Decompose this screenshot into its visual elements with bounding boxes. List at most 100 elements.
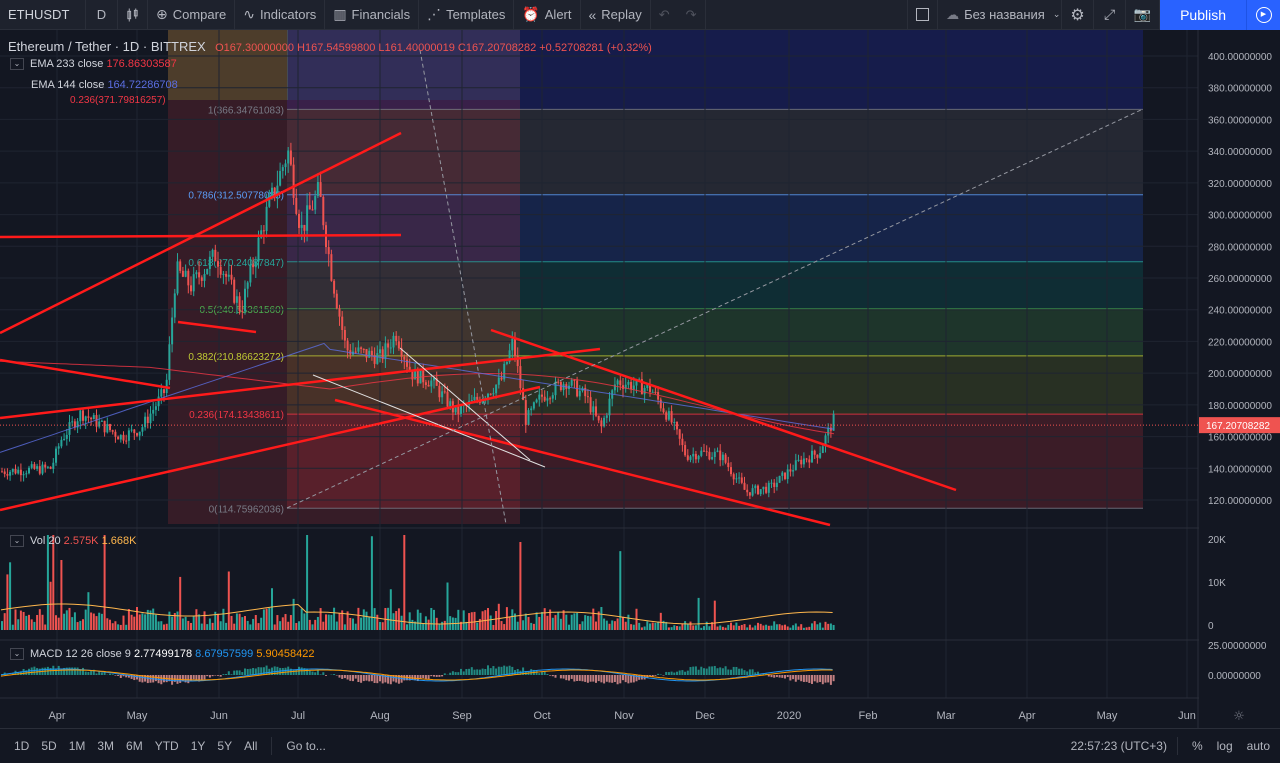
- macd-histogram-bar: [743, 670, 746, 675]
- macd-histogram-bar: [100, 672, 103, 675]
- macd-histogram-bar: [495, 668, 498, 675]
- ema233-legend[interactable]: ⌄ EMA 233 close 176.86303587: [10, 58, 177, 71]
- volume-bar: [6, 574, 9, 630]
- time-axis[interactable]: Apr May Jun Jul Aug Sep Oct Nov Dec 2020 Feb Mar Apr…: [48, 709, 1244, 724]
- volume-bar: [157, 621, 160, 630]
- volume-bar: [327, 614, 330, 630]
- price-axis[interactable]: 400.00000000 380.00000000 360.00000000 340.…: [1199, 30, 1280, 728]
- candles: [1, 142, 835, 500]
- candle-body: [79, 410, 82, 422]
- redo-button[interactable]: ↷: [678, 0, 706, 30]
- macd-histogram-bar: [435, 675, 438, 677]
- chart-style-button[interactable]: [118, 0, 148, 30]
- clock[interactable]: 22:57:23 (UTC+3): [1070, 739, 1167, 753]
- interval-button[interactable]: D: [86, 0, 118, 30]
- candle-body: [268, 196, 271, 207]
- volume-bar: [465, 621, 468, 630]
- publish-button[interactable]: Publish: [1160, 0, 1246, 30]
- candle-body: [792, 470, 795, 472]
- candle-body: [514, 338, 516, 357]
- volume-bar: [616, 618, 619, 630]
- candle-body: [516, 356, 519, 367]
- macd-legend[interactable]: ⌄ MACD 12 26 close 9 2.77499178 8.6795759…: [10, 648, 314, 661]
- volume-bar: [719, 625, 722, 630]
- volume-bar: [14, 609, 17, 630]
- range-5y[interactable]: 5Y: [217, 739, 233, 753]
- collapse-icon[interactable]: ⌄: [10, 58, 24, 71]
- candle-body: [570, 379, 573, 386]
- expand-button[interactable]: ⤢: [1094, 0, 1127, 30]
- replay-button[interactable]: «Replay: [581, 0, 651, 30]
- compare-button[interactable]: ⊕ Compare: [148, 0, 236, 30]
- candle-body: [171, 317, 174, 345]
- settings-button[interactable]: ⚙: [1062, 0, 1095, 30]
- range-1d[interactable]: 1D: [14, 739, 30, 753]
- candle-body: [87, 416, 90, 418]
- candle-body: [584, 387, 587, 397]
- indicators-button[interactable]: ∿ Indicators: [235, 0, 326, 30]
- collapse-icon[interactable]: ⌄: [10, 648, 24, 661]
- layout-name-button[interactable]: ☁ Без названия ⌄: [938, 0, 1063, 30]
- candle-body: [408, 366, 411, 372]
- range-6m[interactable]: 6M: [126, 739, 143, 753]
- candle-body: [422, 369, 425, 383]
- trend-line: [0, 385, 541, 512]
- volume-bar: [457, 609, 460, 630]
- macd-histogram-bar: [543, 671, 546, 675]
- candle-body: [781, 472, 784, 476]
- chart-canvas[interactable]: 1(366.34761083) 0.786(312.50778085) 0.618(…: [0, 30, 1280, 728]
- candle-body: [130, 429, 133, 431]
- cloud-icon: ☁: [946, 6, 960, 22]
- macd-histogram-bar: [730, 669, 732, 675]
- range-5d[interactable]: 5D: [41, 739, 57, 753]
- log-toggle[interactable]: log: [1216, 739, 1233, 753]
- snapshot-button[interactable]: 📷: [1126, 0, 1161, 30]
- macd-histogram-bar: [789, 675, 792, 681]
- publish-menu-button[interactable]: ▶: [1246, 0, 1280, 30]
- candle-body: [754, 485, 757, 489]
- volume-bar: [52, 535, 55, 630]
- candle-body: [71, 421, 74, 423]
- macd-line: [0, 668, 833, 682]
- templates-button[interactable]: ⋰ Templates: [419, 0, 515, 30]
- candle-body: [686, 455, 689, 460]
- percent-toggle[interactable]: %: [1191, 739, 1203, 753]
- range-1m[interactable]: 1M: [68, 739, 86, 753]
- macd-histogram-bar: [573, 675, 576, 682]
- undo-button[interactable]: ↶: [651, 0, 678, 30]
- candle-body: [441, 391, 444, 398]
- volume-bar: [473, 611, 476, 630]
- volume-legend[interactable]: ⌄ Vol 20 2.575K 1.668K: [10, 535, 136, 548]
- fib-top-label: 0.236(371.79816257): [70, 95, 166, 106]
- macd-histogram-bar: [708, 666, 711, 675]
- financials-button[interactable]: ▥ Financials: [325, 0, 420, 30]
- range-ytd[interactable]: YTD: [154, 739, 179, 753]
- range-3m[interactable]: 3M: [97, 739, 115, 753]
- alert-button[interactable]: ⏰ Alert: [514, 0, 581, 30]
- fullscreen-toggle[interactable]: [907, 0, 939, 30]
- macd-histogram-bar: [273, 666, 276, 675]
- macd-histogram-bar: [616, 675, 619, 685]
- macd-histogram-bar: [516, 669, 519, 675]
- volume-bar: [370, 536, 373, 630]
- collapse-icon[interactable]: ⌄: [10, 535, 24, 548]
- symbol-search[interactable]: ETHUSDT: [0, 0, 86, 30]
- ema144-legend[interactable]: EMA 144 close 164.72286708: [31, 79, 178, 91]
- macd-histogram-bar: [241, 672, 244, 675]
- range-all[interactable]: All: [244, 739, 258, 753]
- goto-button[interactable]: Go to...: [286, 739, 326, 753]
- volume-bar: [249, 624, 252, 630]
- candle-body: [802, 458, 805, 465]
- candle-body: [797, 459, 800, 461]
- macd-histogram-bar: [389, 675, 392, 685]
- auto-toggle[interactable]: auto: [1246, 739, 1270, 753]
- volume-bar: [800, 624, 803, 630]
- candle-body: [254, 261, 257, 268]
- volume-bar: [65, 610, 68, 630]
- range-1y[interactable]: 1Y: [190, 739, 206, 753]
- macd-histogram-bar: [581, 675, 584, 682]
- candle-body: [446, 391, 449, 407]
- candle-body: [613, 384, 616, 391]
- macd-histogram-bar: [422, 675, 425, 679]
- volume-bar: [802, 627, 805, 630]
